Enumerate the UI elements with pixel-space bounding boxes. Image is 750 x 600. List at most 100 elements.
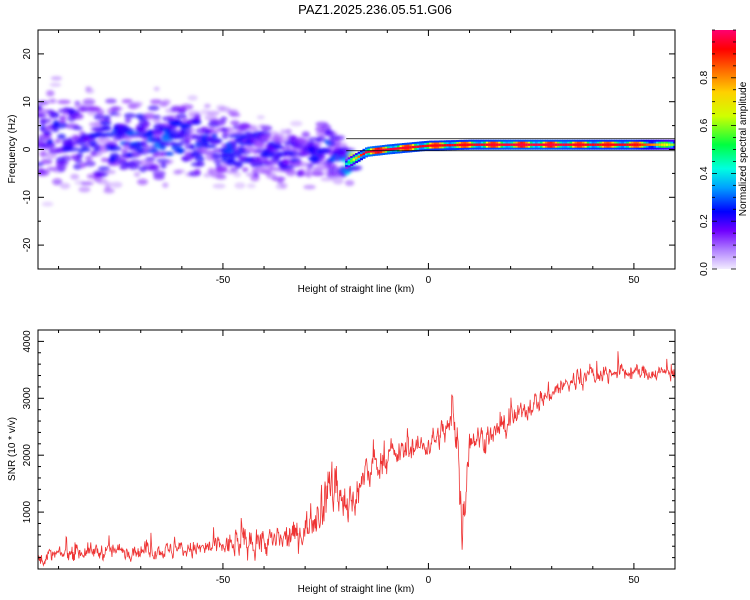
spectrogram-cell xyxy=(564,143,568,146)
spectrogram-cell xyxy=(527,143,531,146)
spectrogram-cell xyxy=(668,143,672,146)
spectrogram-cell xyxy=(663,143,667,146)
spectrogram-cell xyxy=(104,181,112,186)
spectrogram-cell xyxy=(147,149,160,154)
x-tick-label: 0 xyxy=(426,275,432,286)
spectrogram-cell xyxy=(495,143,499,146)
spectrogram-cell xyxy=(319,155,326,161)
spectrogram-cell xyxy=(401,146,405,150)
spectrogram-cell xyxy=(653,143,657,146)
spectrogram-cell xyxy=(493,143,497,146)
snr-x-axis-label: Height of straight line (km) xyxy=(298,584,415,595)
spectrogram-cell xyxy=(140,140,148,146)
spectrogram-cell xyxy=(210,139,221,145)
spectrogram-cell xyxy=(153,86,160,92)
spectrogram-cell xyxy=(646,143,650,146)
spectrogram-cell xyxy=(311,172,326,177)
spectrogram-cell xyxy=(591,143,595,146)
spectrogram-cell xyxy=(150,99,163,105)
spectrogram-cell xyxy=(103,115,111,121)
colorbar-tick-label: 0.4 xyxy=(699,166,710,180)
spectrogram-cell xyxy=(241,167,249,173)
spectrogram-cell xyxy=(542,143,546,146)
spectrogram-cell xyxy=(655,143,659,146)
spectrogram-cell xyxy=(545,143,548,146)
spectrogram-cell xyxy=(616,143,620,146)
y-tick-label: 4000 xyxy=(22,330,33,353)
spectrogram-cell xyxy=(303,184,316,190)
spectrogram-cell xyxy=(123,112,136,119)
spectrogram-cell xyxy=(471,143,474,146)
spectrogram-cell xyxy=(397,147,400,150)
figure-title: PAZ1.2025.236.05.51.G06 xyxy=(298,2,452,17)
spectrogram-cell xyxy=(234,182,246,189)
spectrogram-cell xyxy=(344,179,355,187)
spectrogram-cell xyxy=(638,143,642,146)
spectrogram-cell xyxy=(498,143,502,146)
colorbar-tick-label: 0.6 xyxy=(699,118,710,132)
spectrogram-cell xyxy=(347,161,351,164)
spectrogram-cell xyxy=(261,125,273,132)
snr-axes: -50 0 50 1000 2000 3000 4000 xyxy=(22,329,676,586)
spectrogram-cell xyxy=(298,169,306,174)
spectrogram-cell xyxy=(332,177,344,185)
spectrogram-cell xyxy=(249,124,258,130)
spectrogram-cell xyxy=(631,143,635,146)
spectrogram-cell xyxy=(233,171,242,178)
spectrogram-cell xyxy=(456,143,460,147)
spectrogram-cell xyxy=(503,143,506,146)
spectrogram-cell xyxy=(174,148,186,153)
spectrogram-cell xyxy=(552,143,556,146)
spectrogram-cell xyxy=(406,146,410,149)
spectrogram-cell xyxy=(99,120,112,126)
snr-frame xyxy=(37,329,676,570)
spectrogram-cell xyxy=(187,95,198,101)
spectrogram-cell xyxy=(345,162,349,165)
spectrogram-cell xyxy=(414,145,418,149)
spectrogram-cell xyxy=(609,143,613,146)
colorbar-ticks: 0.0 0.2 0.4 0.6 0.8 xyxy=(699,29,736,276)
colorbar-gradient xyxy=(712,30,736,269)
x-tick-label: -50 xyxy=(216,275,231,286)
spectrogram-cell xyxy=(59,160,69,166)
spectrogram-cell xyxy=(633,143,637,146)
spectrogram-cell xyxy=(421,145,425,148)
spectrogram-cell xyxy=(51,128,60,133)
spectrogram-cell xyxy=(87,139,98,145)
spectrogram-cell xyxy=(109,106,123,111)
spectrogram-cell xyxy=(193,113,201,121)
spectrogram-cell xyxy=(365,151,368,154)
spectrogram-cell xyxy=(389,148,393,151)
spectrogram-cell xyxy=(165,151,174,156)
spectrogram-cell xyxy=(604,143,608,146)
spectrogram-cell xyxy=(515,143,519,146)
spectrogram-cell xyxy=(253,172,260,178)
spectrogram-cell xyxy=(114,112,122,118)
spectrogram-cell xyxy=(512,143,516,146)
spectrogram-cell xyxy=(153,114,161,120)
spectrogram-cell xyxy=(530,143,534,146)
spectrogram-cell xyxy=(547,143,551,146)
spectrogram-cell xyxy=(216,174,227,180)
spectrogram-cell xyxy=(82,98,96,106)
spectrogram-cell xyxy=(160,162,167,169)
spectrogram-cell xyxy=(128,159,142,166)
spectrogram-cell xyxy=(137,178,148,186)
spectrogram-y-axis-label: Frequency (Hz) xyxy=(7,115,18,184)
spectrogram-cell xyxy=(549,143,553,146)
spectrogram-cell xyxy=(448,144,452,147)
spectrogram-cell xyxy=(441,144,445,147)
spectrogram-cell xyxy=(235,162,243,169)
spectrogram-cell xyxy=(535,143,539,146)
spectrogram-cell xyxy=(290,120,303,127)
spectrogram-cell xyxy=(508,143,511,146)
spectrogram-cell xyxy=(643,143,647,146)
spectrogram-cell xyxy=(579,143,583,146)
spectrogram-cell xyxy=(54,121,68,129)
spectrogram-cell xyxy=(348,165,363,171)
spectrogram-cell xyxy=(443,144,447,147)
spectrogram-cell xyxy=(147,105,160,111)
spectrogram-cell xyxy=(367,150,371,153)
spectrogram-cell xyxy=(409,146,413,149)
spectrogram-cell xyxy=(362,152,366,155)
